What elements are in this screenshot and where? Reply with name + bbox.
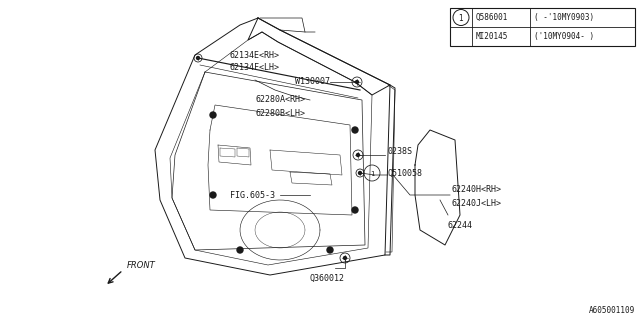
Circle shape <box>356 154 360 156</box>
Text: Q586001: Q586001 <box>476 13 508 22</box>
Text: ('10MY0904- ): ('10MY0904- ) <box>534 32 594 41</box>
Text: 62134F<LH>: 62134F<LH> <box>230 63 280 73</box>
Text: Q360012: Q360012 <box>310 274 345 283</box>
Circle shape <box>196 57 200 60</box>
Text: 0238S: 0238S <box>388 148 413 156</box>
Text: A605001109: A605001109 <box>589 306 635 315</box>
Text: 62240J<LH>: 62240J<LH> <box>452 198 502 207</box>
Text: 1: 1 <box>370 171 374 177</box>
Circle shape <box>237 247 243 253</box>
Text: MI20145: MI20145 <box>476 32 508 41</box>
Text: 62280B<LH>: 62280B<LH> <box>255 108 305 117</box>
Circle shape <box>210 192 216 198</box>
FancyBboxPatch shape <box>450 8 635 46</box>
Text: FRONT: FRONT <box>127 261 156 270</box>
Circle shape <box>327 247 333 253</box>
Text: 1: 1 <box>459 14 463 23</box>
Text: Q510058: Q510058 <box>388 169 423 178</box>
Text: ( -'10MY0903): ( -'10MY0903) <box>534 13 594 22</box>
Text: W130007: W130007 <box>295 77 330 86</box>
Text: 62244: 62244 <box>448 220 473 229</box>
Circle shape <box>352 127 358 133</box>
Circle shape <box>344 257 346 260</box>
Circle shape <box>352 207 358 213</box>
Circle shape <box>210 112 216 118</box>
Text: 62280A<RH>: 62280A<RH> <box>255 95 305 105</box>
Text: 62240H<RH>: 62240H<RH> <box>452 186 502 195</box>
Circle shape <box>355 81 358 84</box>
Text: 62134E<RH>: 62134E<RH> <box>230 51 280 60</box>
Text: FIG.605-3: FIG.605-3 <box>230 190 275 199</box>
Circle shape <box>358 172 362 174</box>
